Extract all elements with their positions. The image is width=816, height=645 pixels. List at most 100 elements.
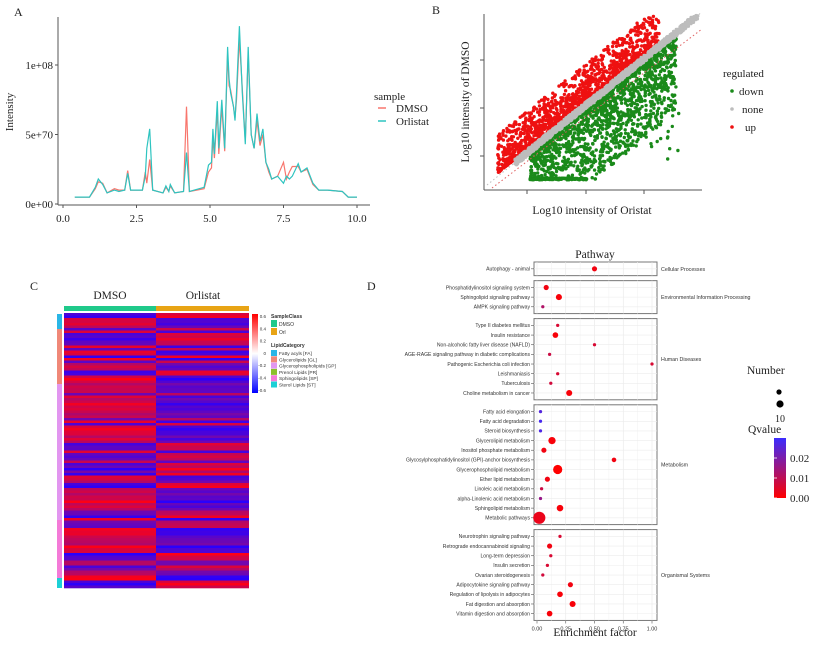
heatmap-cell-orlistat [156, 395, 249, 399]
scatter-point-down [540, 154, 544, 158]
scatter-point-down [616, 94, 620, 99]
x-tick-label: 10.0 [347, 213, 367, 225]
scatter-point-down [637, 131, 641, 135]
heatmap-cell-orlistat [156, 568, 249, 571]
lipid-category-swatch [271, 362, 277, 369]
x-tick-label: 0.25 [560, 626, 571, 632]
column-label-orlistat: Orlistat [186, 290, 221, 302]
scatter-point-up [528, 114, 532, 119]
scatter-point-down [585, 116, 589, 121]
pathway-dot [538, 496, 543, 501]
scatter-point-up [559, 82, 564, 87]
pathway-dot [543, 284, 549, 291]
scatter-point-up [549, 120, 553, 125]
scatter-point-up [603, 47, 608, 52]
heatmap-cell-dmso [64, 358, 156, 361]
scatter-point-down [565, 141, 570, 145]
scatter-point-down [633, 132, 638, 137]
scatter-point-none [596, 95, 600, 99]
heatmap-cell-orlistat [156, 543, 249, 546]
scatter-point-down [564, 145, 569, 149]
heatmap-cell-dmso [64, 493, 156, 496]
heatmap-cell-dmso [64, 578, 156, 581]
heatmap-cell-dmso [64, 520, 156, 524]
scatter-point-down [674, 85, 678, 89]
scatter-point-up [596, 61, 600, 66]
scatter-point-up [608, 71, 612, 75]
scatter-point-down [614, 141, 618, 145]
heatmap-cell-orlistat [156, 505, 249, 509]
scatter-point-down [591, 161, 596, 165]
heatmap-cell-dmso [64, 403, 156, 406]
scatter-point-down [625, 139, 630, 143]
heatmap-cell-orlistat [156, 440, 249, 444]
pathway-dot [556, 372, 560, 376]
heatmap-cell-dmso [64, 363, 156, 366]
scatter-point-down [656, 65, 661, 69]
row-annotation-sterol-lipids [57, 578, 62, 588]
scatter-point-down [629, 118, 634, 123]
scatter-point-up [649, 41, 653, 45]
scatter-point-down [593, 177, 597, 181]
pathway-label: Neurotrophin signaling pathway [459, 534, 531, 540]
heatmap-cell-dmso [64, 533, 156, 536]
scatter-point-up [517, 122, 522, 127]
scatter-point-up [589, 64, 593, 69]
heatmap-cell-dmso [64, 355, 156, 359]
heatmap-cell-dmso [64, 435, 156, 439]
scatter-point-down [649, 59, 653, 63]
scatter-point-down [587, 167, 591, 172]
scatter-point-up [620, 49, 625, 53]
scatter-point-down [644, 108, 648, 112]
scatter-point-none [622, 75, 626, 79]
heatmap-cell-orlistat [156, 495, 249, 499]
scatter-point-up [612, 71, 616, 75]
scatter-point-up [592, 68, 596, 73]
heatmap-cell-dmso [64, 330, 156, 334]
heatmap-cell-dmso [64, 418, 156, 421]
heatmap-cell-orlistat [156, 573, 249, 576]
scatter-point-up [631, 29, 635, 33]
heatmap-cell-orlistat [156, 398, 249, 401]
scatter-point-up [558, 102, 563, 106]
legend-label-down: down [739, 86, 764, 98]
scatter-point-down [645, 75, 650, 79]
scatter-point-down [647, 123, 651, 127]
pathway-label: Fatty acid elongation [483, 409, 530, 415]
scatter-point-down [564, 167, 568, 171]
scatter-point-down [587, 110, 592, 114]
lipid-category-label: Prenol Lipids [PR] [279, 370, 317, 376]
scatter-point-down [595, 134, 600, 138]
heatmap-cell-dmso [64, 323, 156, 326]
heatmap-cell-orlistat [156, 483, 249, 486]
scatter-point-up [563, 112, 567, 117]
scatter-point-up [620, 41, 625, 46]
scatter-point-down [628, 89, 632, 93]
scatter-point-down [649, 75, 653, 80]
scatter-point-up [498, 158, 502, 162]
heatmap-cell-dmso [64, 425, 156, 429]
scatter-point-down [543, 155, 548, 159]
heatmap-cell-dmso [64, 458, 156, 461]
pathway-dot [541, 573, 545, 577]
scatter-point-none [567, 117, 571, 121]
heatmap-cell-dmso [64, 318, 156, 321]
scatter-point-down [659, 114, 663, 118]
heatmap-cell-dmso [64, 550, 156, 554]
heatmap-cell-orlistat [156, 360, 249, 364]
scatter-point-down [617, 127, 622, 132]
scatter-point-down [593, 113, 597, 117]
scatter-point-down [613, 152, 618, 156]
scatter-point-up [628, 45, 632, 49]
scatter-point-down [551, 163, 555, 167]
pathway-dot [592, 343, 597, 347]
pathway-dot [569, 600, 576, 608]
scatter-point-down [639, 87, 643, 92]
scatter-point-down [626, 148, 631, 152]
scatter-point-down [619, 124, 623, 128]
scatter-point-down [655, 112, 660, 116]
heatmap-cell-orlistat [156, 403, 249, 406]
scatter-point-down [654, 76, 659, 81]
scatter-point-up [611, 53, 616, 57]
